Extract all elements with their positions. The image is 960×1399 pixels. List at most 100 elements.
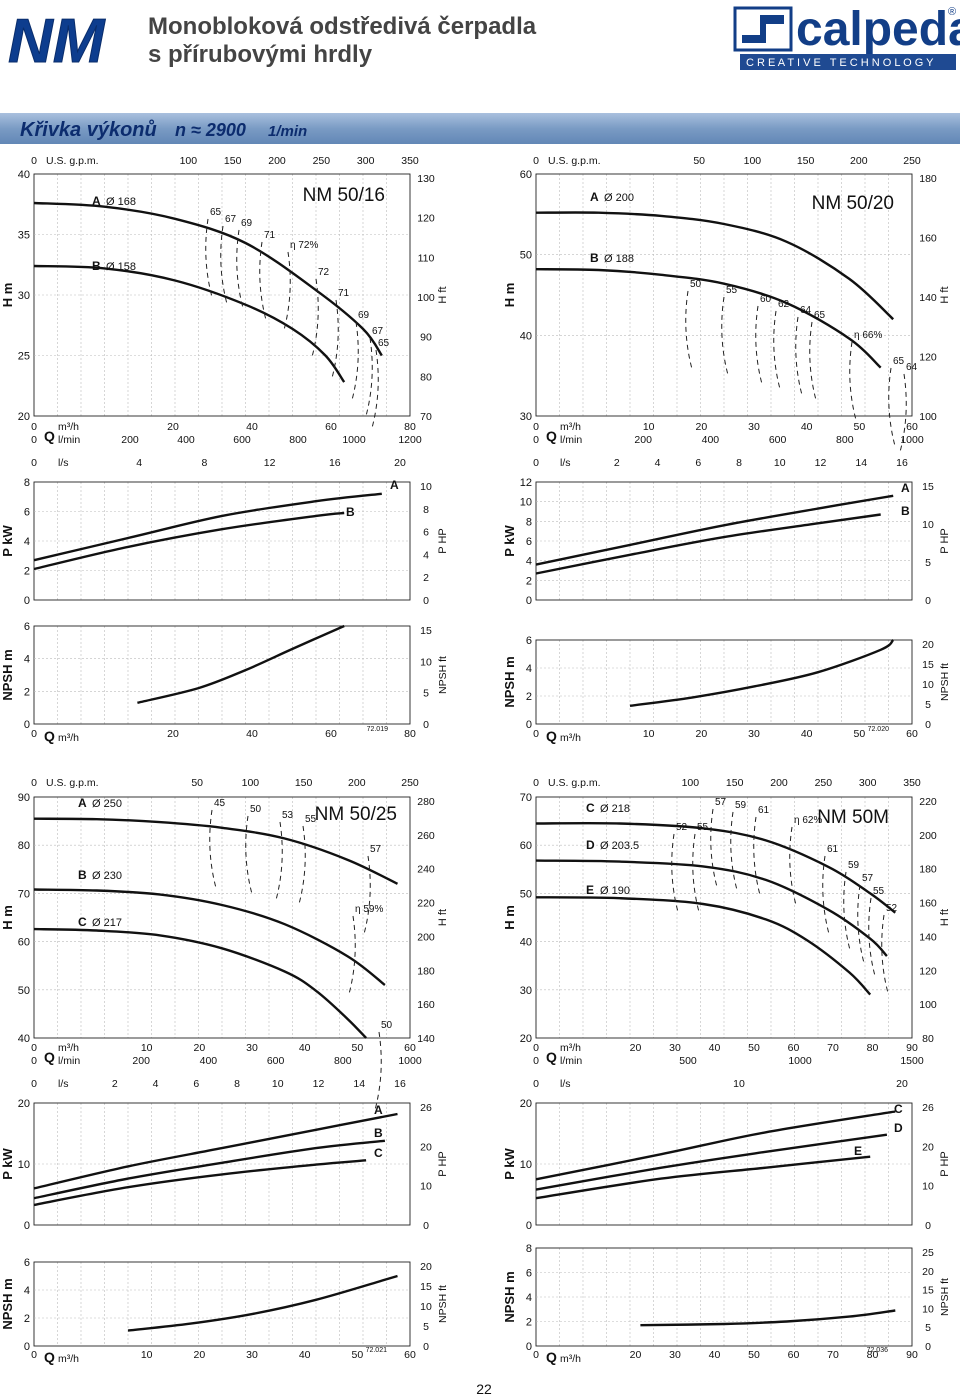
efficiency-label: η 59%	[355, 904, 383, 915]
efficiency-label: 50	[690, 279, 702, 290]
us-gpm-unit: U.S. g.p.m.	[46, 155, 99, 167]
efficiency-isoline	[692, 833, 700, 913]
efficiency-label: 50	[250, 804, 262, 815]
h-m-tick-label: 80	[18, 840, 30, 852]
power-curve-b	[33, 511, 345, 571]
npsh-ft-tick-label: 15	[420, 1281, 432, 1293]
npsh-ft-tick-label: 20	[922, 639, 934, 651]
head-curve-name: E	[586, 883, 594, 897]
chart-0: 2025303540024680246708090100110120130024…	[0, 155, 449, 744]
efficiency-isoline	[351, 321, 359, 401]
p-kw-tick-label: 20	[18, 1098, 30, 1110]
head-curve-c	[535, 821, 897, 914]
head-curve-diameter: Ø 200	[604, 192, 634, 204]
head-curve-name: B	[78, 868, 87, 882]
npsh-m-axis-label: NPSH m	[502, 1271, 517, 1322]
m3h-bottom-tick-label: 80	[867, 1349, 879, 1361]
power-curve-a	[33, 492, 382, 562]
us-gpm-tick-label: 50	[191, 777, 203, 789]
head-curve-name: A	[78, 796, 87, 810]
m3h-tick-label: 70	[827, 1042, 839, 1054]
npsh-m-tick-label: 4	[526, 663, 532, 675]
efficiency-isoline	[721, 296, 729, 376]
h-m-tick-label: 35	[18, 230, 30, 242]
efficiency-label: 64	[906, 362, 918, 373]
lmin-tick-label: 1000	[398, 1055, 422, 1067]
efficiency-isoline	[259, 241, 267, 321]
p-hp-tick-label: 10	[922, 519, 934, 531]
m3h-bottom-tick-label: 50	[748, 1349, 760, 1361]
head-curve-name: B	[590, 251, 599, 265]
head-panel-frame	[535, 796, 913, 1039]
us-gpm-tick-label: 250	[903, 155, 921, 167]
us-gpm-tick-label: 150	[797, 155, 815, 167]
head-curve-name: A	[92, 194, 101, 208]
ls-unit: l/s	[58, 457, 69, 469]
efficiency-label: 61	[758, 805, 770, 816]
p-kw-tick-label: 6	[526, 536, 532, 548]
npsh-ft-tick-label: 10	[420, 1301, 432, 1313]
page-title: Monobloková odstředivá čerpadla	[148, 13, 537, 40]
npsh-ft-tick-label: 5	[925, 1322, 931, 1334]
head-curve-diameter: Ø 217	[92, 917, 122, 929]
p-hp-tick-label: 0	[423, 595, 429, 607]
m3h-tick-label: 40	[299, 1042, 311, 1054]
h-ft-tick-label: 220	[417, 898, 435, 910]
npsh-m-tick-label: 0	[24, 1341, 30, 1353]
efficiency-isoline	[236, 229, 244, 309]
m3h-tick-label: 10	[643, 421, 655, 433]
q-symbol-bottom: Q	[44, 728, 55, 744]
efficiency-label: 65	[814, 310, 826, 321]
head-curve-diameter: Ø 188	[604, 253, 634, 265]
h-m-tick-label: 20	[18, 411, 30, 423]
h-ft-tick-label: 220	[919, 796, 937, 808]
efficiency-isoline	[822, 855, 830, 935]
us-gpm-tick-label: 250	[401, 777, 419, 789]
h-ft-tick-label: 120	[919, 352, 937, 364]
power-curve-d	[535, 1133, 888, 1191]
ls-tick-label: 14	[353, 1078, 365, 1090]
q-symbol-bottom: Q	[546, 728, 557, 744]
efficiency-isoline	[671, 833, 679, 913]
head-curve-e	[535, 896, 872, 996]
q-symbol-bottom: Q	[546, 1349, 557, 1365]
p-kw-tick-label: 0	[24, 595, 30, 607]
npsh-ft-tick-label: 5	[423, 688, 429, 700]
us-gpm-tick-label: 150	[726, 777, 744, 789]
us-gpm-tick-label: 300	[357, 155, 375, 167]
efficiency-label: η 62%	[794, 815, 822, 826]
h-ft-tick-label: 280	[417, 796, 435, 808]
m3h-bottom-tick-label: 50	[351, 1349, 363, 1361]
ls-tick-label: 8	[201, 457, 207, 469]
efficiency-label: 62	[778, 299, 790, 310]
p-kw-axis-label: P kW	[502, 525, 517, 557]
h-m-tick-label: 30	[520, 411, 532, 423]
m3h-tick-label: 80	[867, 1042, 879, 1054]
efficiency-label: 53	[282, 810, 294, 821]
ls-tick-label: 10	[272, 1078, 284, 1090]
ls-tick-label: 4	[136, 457, 142, 469]
efficiency-isoline	[789, 826, 797, 906]
npsh-m-tick-label: 2	[526, 691, 532, 703]
efficiency-isoline	[795, 316, 803, 396]
us-gpm-tick-label: 0	[31, 155, 37, 167]
h-ft-tick-label: 140	[919, 292, 937, 304]
p-hp-tick-label: 8	[423, 504, 429, 516]
h-ft-tick-label: 160	[919, 233, 937, 245]
efficiency-label: 65	[210, 207, 222, 218]
chart-title: NM 50/25	[315, 804, 397, 825]
h-ft-tick-label: 180	[919, 864, 937, 876]
p-hp-tick-label: 6	[423, 527, 429, 539]
efficiency-label: 67	[372, 326, 384, 337]
chart-title: NM 50/16	[303, 185, 385, 206]
m3h-tick-label: 80	[404, 421, 416, 433]
ls-unit: l/s	[560, 457, 571, 469]
npsh-m-tick-label: 6	[24, 1257, 30, 1269]
efficiency-isoline	[888, 367, 896, 447]
npsh-m-axis-label: NPSH m	[0, 1278, 15, 1329]
us-gpm-tick-label: 0	[31, 777, 37, 789]
head-curve-diameter: Ø 250	[92, 798, 122, 810]
m3h-bottom-tick-label: 80	[404, 728, 416, 740]
lmin-tick-label: 200	[634, 434, 652, 446]
ls-tick-label: 6	[193, 1078, 199, 1090]
